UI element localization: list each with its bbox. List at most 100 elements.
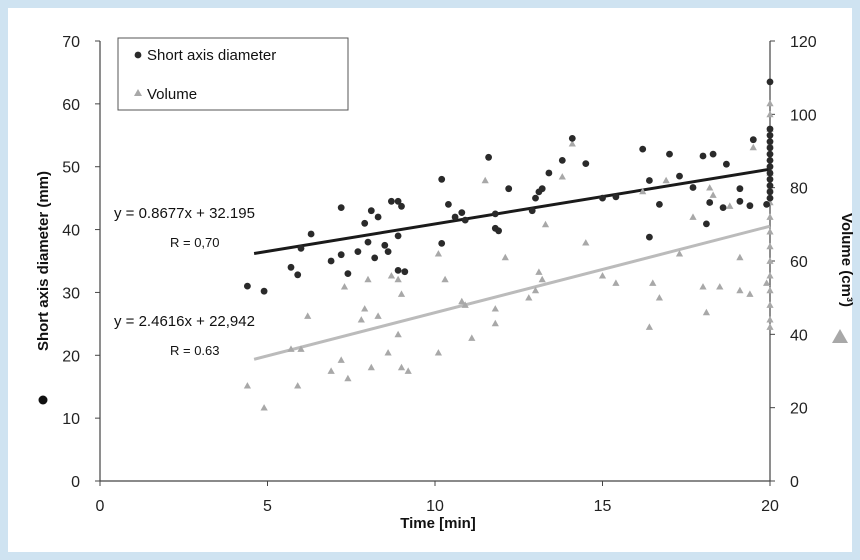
point-short-axis <box>703 220 710 228</box>
y-left-tick-label: 20 <box>62 348 80 365</box>
point-volume <box>394 330 402 338</box>
point-volume <box>699 283 707 290</box>
y-axis-right-title: Volume (cm³) <box>838 213 855 307</box>
point-volume <box>304 312 312 319</box>
point-volume <box>458 297 466 305</box>
point-volume <box>649 279 657 286</box>
point-volume <box>689 213 697 220</box>
point-volume <box>361 305 369 312</box>
point-volume <box>558 173 566 180</box>
point-short-axis <box>401 268 409 276</box>
legend-label-short-axis: Short axis diameter <box>147 47 276 64</box>
point-short-axis <box>766 131 774 139</box>
point-short-axis <box>294 271 302 279</box>
y-axis-left-marker <box>38 395 48 405</box>
point-volume <box>766 286 774 294</box>
point-volume <box>598 272 607 279</box>
point-volume <box>384 349 392 356</box>
point-short-axis <box>461 216 469 224</box>
point-short-axis <box>723 160 730 168</box>
point-short-axis <box>364 238 372 246</box>
point-volume <box>763 279 771 286</box>
point-volume <box>243 382 251 389</box>
trendline-annotations: y = 0.8677x + 32.195 R = 0,70 y = 2.4616… <box>114 205 255 358</box>
point-short-axis <box>646 177 653 184</box>
point-short-axis <box>746 202 754 210</box>
point-short-axis <box>394 232 402 240</box>
point-volume <box>709 191 717 198</box>
point-short-axis <box>766 144 774 152</box>
legend-marker-short-axis <box>134 51 142 59</box>
y-left-tick-label: 30 <box>62 285 80 302</box>
point-short-axis <box>766 138 774 146</box>
point-short-axis <box>736 185 744 193</box>
point-short-axis <box>244 282 251 290</box>
point-volume <box>568 140 576 147</box>
point-short-axis <box>766 150 774 158</box>
point-volume <box>501 253 509 261</box>
point-short-axis <box>568 135 576 142</box>
point-short-axis <box>766 157 774 164</box>
point-short-axis <box>337 251 345 259</box>
point-short-axis <box>709 150 717 158</box>
y-right-tick-label: 80 <box>790 181 808 198</box>
point-short-axis <box>297 245 305 252</box>
y-right-tick-label: 20 <box>790 401 808 418</box>
point-short-axis <box>337 204 345 212</box>
point-short-axis <box>706 199 714 206</box>
point-short-axis <box>689 184 697 191</box>
point-short-axis <box>646 233 653 241</box>
point-volume <box>766 316 774 323</box>
equation-volume: y = 2.4616x + 22,942 <box>114 313 255 330</box>
point-volume <box>260 404 268 411</box>
point-short-axis <box>445 201 452 208</box>
point-volume <box>655 294 663 301</box>
y-right-tick-label: 60 <box>790 254 808 271</box>
legend-box <box>117 37 349 111</box>
point-volume <box>531 286 540 294</box>
r-value-short-axis: R = 0,70 <box>170 235 220 250</box>
point-short-axis <box>438 175 446 183</box>
point-volume <box>481 176 489 184</box>
point-short-axis <box>766 175 774 183</box>
point-volume <box>766 301 774 308</box>
y-left-tick-label: 0 <box>71 474 80 491</box>
point-volume <box>582 239 590 246</box>
point-short-axis <box>766 188 774 196</box>
point-short-axis <box>532 194 539 202</box>
point-volume <box>766 99 774 107</box>
point-short-axis <box>374 213 382 221</box>
point-short-axis <box>361 219 369 227</box>
x-tick-label: 10 <box>426 498 444 515</box>
point-volume <box>736 286 744 294</box>
point-short-axis <box>344 270 352 277</box>
point-short-axis <box>763 201 770 208</box>
point-volume <box>645 323 653 330</box>
point-short-axis <box>676 172 683 180</box>
point-volume <box>716 283 724 290</box>
point-volume <box>702 308 710 316</box>
point-short-axis <box>495 227 502 235</box>
point-volume <box>612 279 620 286</box>
point-short-axis <box>582 160 590 168</box>
point-volume <box>746 290 754 297</box>
point-short-axis <box>381 241 389 249</box>
point-volume <box>327 367 335 374</box>
equation-short-axis: y = 0.8677x + 32.195 <box>114 205 255 222</box>
point-short-axis <box>699 152 707 160</box>
point-short-axis <box>612 193 620 201</box>
point-short-axis <box>639 145 647 153</box>
trendline-short-axis <box>253 167 771 255</box>
point-volume <box>675 250 684 257</box>
point-volume <box>397 363 406 371</box>
point-short-axis <box>666 150 673 158</box>
point-volume <box>297 345 305 352</box>
x-tick-label: 0 <box>96 498 105 515</box>
point-volume <box>337 356 345 363</box>
y-left-tick-label: 10 <box>62 411 80 428</box>
point-short-axis <box>384 248 392 256</box>
point-volume <box>364 275 372 283</box>
y-axis-left-title: Short axis diameter (mm) <box>35 171 52 351</box>
y-left-tick-label: 40 <box>62 223 80 240</box>
